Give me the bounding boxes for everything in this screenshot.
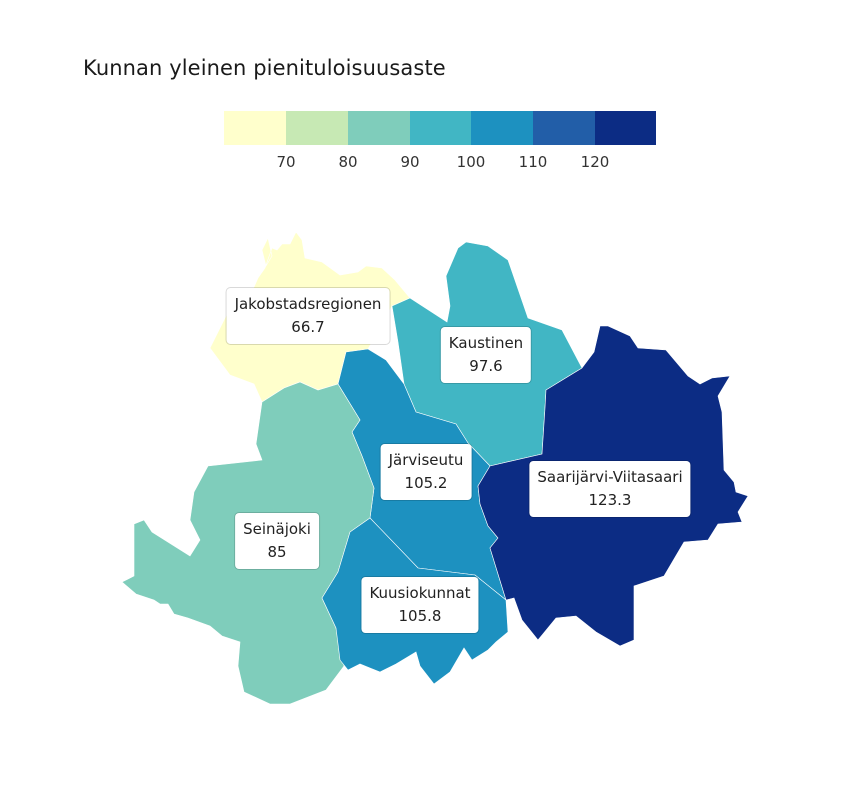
legend-tick: 90 [400, 153, 420, 171]
region-name: Kuusiokunnat [369, 584, 471, 602]
legend-swatch [595, 111, 656, 145]
region-value: 105.8 [398, 607, 442, 625]
legend-swatch [348, 111, 410, 145]
legend-tick: 70 [276, 153, 296, 171]
region-value: 66.7 [291, 318, 325, 336]
region-name: Kaustinen [448, 334, 524, 352]
map-title: Kunnan yleinen pienituloisuusaste [83, 56, 446, 80]
legend-swatch [286, 111, 348, 145]
region-name: Jakobstadsregionen [234, 295, 382, 313]
region-label-jakobstadsregionen: Jakobstadsregionen 66.7 [226, 288, 390, 344]
region-name: Seinäjoki [243, 520, 311, 538]
legend-tick: 120 [580, 153, 610, 171]
region-value: 97.6 [469, 357, 503, 375]
legend-tick: 80 [338, 153, 358, 171]
region-label-saarijarvi-viitasaari: Saarijärvi-Viitasaari 123.3 [529, 461, 691, 517]
legend-swatch [410, 111, 471, 145]
legend-swatch [533, 111, 595, 145]
region-name: Saarijärvi-Viitasaari [537, 468, 683, 486]
region-label-seinajoki: Seinäjoki 85 [235, 513, 319, 569]
legend-tick: 110 [518, 153, 548, 171]
region-value: 85 [267, 543, 287, 561]
region-value: 105.2 [404, 474, 448, 492]
region-name: Järviseutu [388, 451, 464, 469]
region-label-kuusiokunnat: Kuusiokunnat 105.8 [361, 577, 479, 633]
legend-swatch [224, 111, 286, 145]
region-label-kaustinen: Kaustinen 97.6 [440, 327, 532, 383]
region-label-jarviseutu: Järviseutu 105.2 [380, 444, 472, 500]
legend-swatch [471, 111, 533, 145]
region-value: 123.3 [588, 491, 632, 509]
legend-tick: 100 [456, 153, 486, 171]
color-legend: 70 80 90 100 110 120 [224, 111, 656, 181]
